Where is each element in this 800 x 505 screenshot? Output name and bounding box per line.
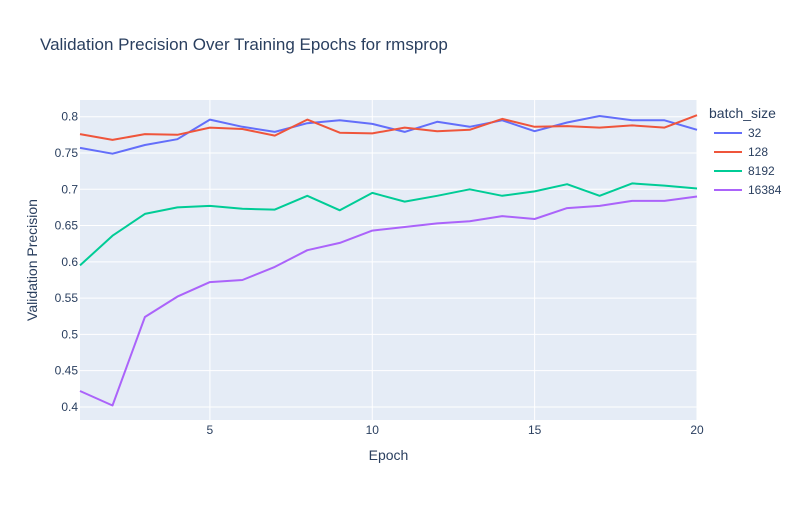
legend-item-8192[interactable]: 8192 [714, 164, 775, 178]
x-axis-ticks: 5 10 15 20 [207, 423, 704, 437]
legend-label: 8192 [748, 164, 775, 178]
chart-title: Validation Precision Over Training Epoch… [40, 35, 448, 54]
series-line-16384 [79, 195, 698, 407]
legend-title: batch_size [709, 105, 776, 121]
series-line-32 [79, 115, 698, 155]
legend-label: 128 [748, 145, 768, 159]
legend-label: 16384 [748, 183, 782, 197]
legend-label: 32 [748, 126, 762, 140]
legend-items: 32 128 8192 16384 [714, 126, 782, 197]
x-tick-label: 20 [690, 423, 704, 437]
legend: batch_size 32 128 8192 16384 [709, 105, 782, 197]
y-tick-label: 0.5 [61, 327, 78, 341]
y-tick-label: 0.6 [61, 255, 78, 269]
legend-item-16384[interactable]: 16384 [714, 183, 782, 197]
grid-lines [80, 100, 698, 420]
y-tick-label: 0.7 [61, 182, 78, 196]
legend-item-128[interactable]: 128 [714, 145, 768, 159]
y-tick-label: 0.8 [61, 110, 78, 124]
y-tick-label: 0.65 [55, 219, 79, 233]
y-tick-label: 0.75 [55, 146, 79, 160]
legend-item-32[interactable]: 32 [714, 126, 762, 140]
plot-area [80, 100, 697, 420]
x-tick-label: 5 [207, 423, 214, 437]
x-tick-label: 15 [528, 423, 542, 437]
series-lines [79, 114, 698, 407]
y-tick-label: 0.55 [55, 291, 79, 305]
y-tick-label: 0.4 [61, 400, 78, 414]
y-tick-label: 0.45 [55, 364, 79, 378]
x-tick-label: 10 [366, 423, 380, 437]
series-line-8192 [79, 182, 698, 267]
x-axis-title: Epoch [369, 447, 409, 463]
series-line-128 [79, 114, 698, 141]
y-axis-title: Validation Precision [24, 199, 40, 321]
y-axis-ticks: 0.4 0.45 0.5 0.55 0.6 0.65 0.7 0.75 0.8 [55, 110, 79, 414]
